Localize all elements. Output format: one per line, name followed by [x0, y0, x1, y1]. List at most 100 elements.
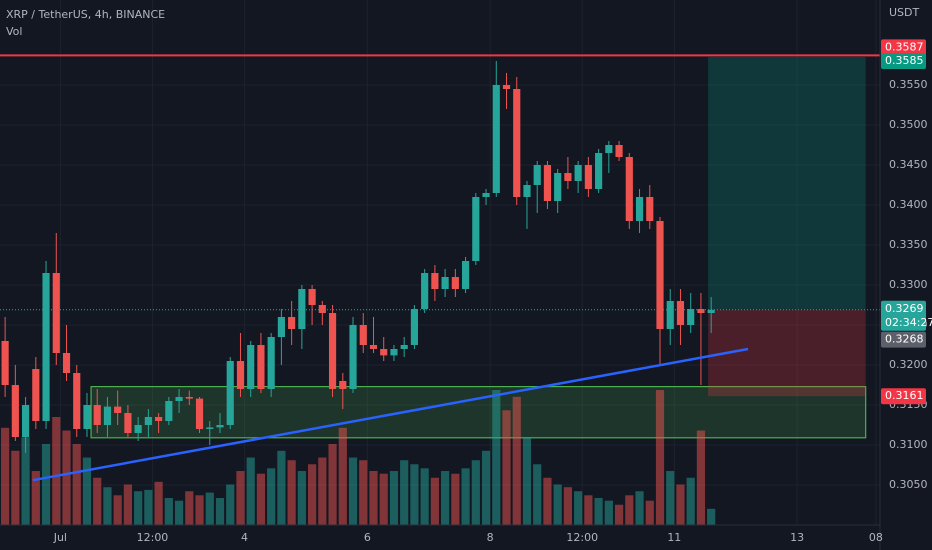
volume-bar: [584, 495, 593, 525]
volume-bar: [103, 487, 112, 525]
candle-body: [482, 193, 490, 197]
candle-body: [543, 165, 552, 201]
candle-body: [216, 425, 224, 428]
candle-body: [635, 197, 644, 221]
candle-body: [656, 221, 664, 329]
price-label-box: [881, 53, 926, 69]
candle-body: [513, 89, 521, 197]
candle-body: [646, 197, 654, 221]
volume-bar: [502, 410, 511, 525]
y-tick-label: 0.3050: [889, 478, 928, 491]
candle-body: [574, 165, 582, 181]
candle-body: [369, 345, 378, 349]
x-tick-label: 12:00: [566, 531, 598, 544]
candle-body: [349, 325, 357, 389]
volume-bar: [52, 417, 61, 525]
candle-body: [226, 361, 234, 425]
candle-body: [625, 157, 633, 221]
y-tick-label: 0.3550: [889, 78, 928, 91]
candle-body: [676, 301, 685, 325]
volume-bar: [625, 495, 634, 525]
candle-body: [206, 427, 214, 429]
volume-bar: [287, 460, 296, 525]
volume-bar: [512, 396, 521, 525]
candle-body: [615, 145, 623, 157]
volume-bar: [21, 437, 30, 525]
volume-bar: [246, 457, 255, 525]
volume-bar: [400, 460, 409, 525]
volume-bar: [185, 491, 194, 525]
volume-bar: [553, 484, 562, 525]
volume-bar: [676, 484, 685, 525]
volume-bar: [614, 504, 624, 525]
candle-body: [431, 273, 439, 289]
volume-bar: [134, 491, 143, 525]
volume-bar: [82, 457, 92, 525]
candle-body: [390, 349, 398, 356]
candle-body: [298, 289, 306, 329]
candle-body: [502, 85, 511, 89]
x-tick-label: 08: [869, 531, 883, 544]
candle-body: [318, 305, 326, 313]
volume-bar: [277, 450, 286, 525]
price-label: 0.3585: [885, 54, 924, 67]
volume-bar: [226, 484, 235, 525]
volume-bar: [707, 508, 716, 525]
candle-body: [492, 85, 500, 193]
y-tick-label: 0.3200: [889, 358, 928, 371]
candle-body: [288, 317, 296, 329]
volume-bar: [645, 500, 654, 525]
price-label: 0.3269: [885, 302, 924, 315]
volume-bar: [123, 484, 132, 525]
candle-body: [165, 401, 173, 421]
candle-body: [380, 349, 388, 356]
candle-body: [707, 309, 715, 313]
x-tick-label: 8: [487, 531, 494, 544]
volume-bar: [594, 498, 603, 525]
volume-bar: [1, 427, 10, 525]
candle-body: [185, 397, 193, 399]
price-label-box: [881, 331, 926, 348]
currency: USDT: [889, 6, 920, 19]
candle-body: [103, 406, 112, 425]
candle-body: [247, 345, 255, 389]
candle-body: [93, 405, 101, 425]
candle-body: [400, 345, 408, 349]
x-tick-label: 13: [790, 531, 804, 544]
volume-bar: [369, 471, 378, 525]
position-stop: [708, 309, 866, 397]
volume-bar: [215, 498, 225, 525]
candle-body: [1, 341, 9, 385]
candle-body: [605, 145, 613, 153]
candle-body: [52, 273, 60, 353]
candle-body: [308, 289, 316, 305]
volume-bar: [11, 450, 20, 525]
volume-bar: [267, 468, 276, 525]
price-label: 0.3268: [885, 333, 924, 346]
volume-bar: [308, 464, 317, 525]
candle-body: [114, 406, 122, 413]
volume-bar: [441, 471, 450, 525]
volume-bar: [205, 492, 214, 525]
drawings: [0, 54, 880, 482]
volume-bar: [62, 430, 71, 525]
y-tick-label: 0.3500: [889, 118, 928, 131]
candle-body: [687, 309, 695, 325]
price-label-box: [881, 300, 926, 331]
y-tick-label: 0.3400: [889, 198, 928, 211]
x-tick-label: 4: [241, 531, 248, 544]
price-label: 0.3587: [885, 40, 924, 53]
candle-body: [472, 197, 480, 261]
volume-bar: [533, 464, 542, 525]
volume-bar: [256, 473, 266, 525]
candle-body: [175, 397, 183, 401]
volume-title: Vol: [6, 25, 22, 38]
candle-body: [236, 361, 245, 389]
volume-bar: [297, 471, 306, 525]
candle-body: [155, 417, 163, 421]
candle-body: [42, 273, 50, 421]
candle-body: [195, 398, 204, 429]
candle-body: [584, 165, 592, 189]
volume-bar: [410, 464, 419, 525]
